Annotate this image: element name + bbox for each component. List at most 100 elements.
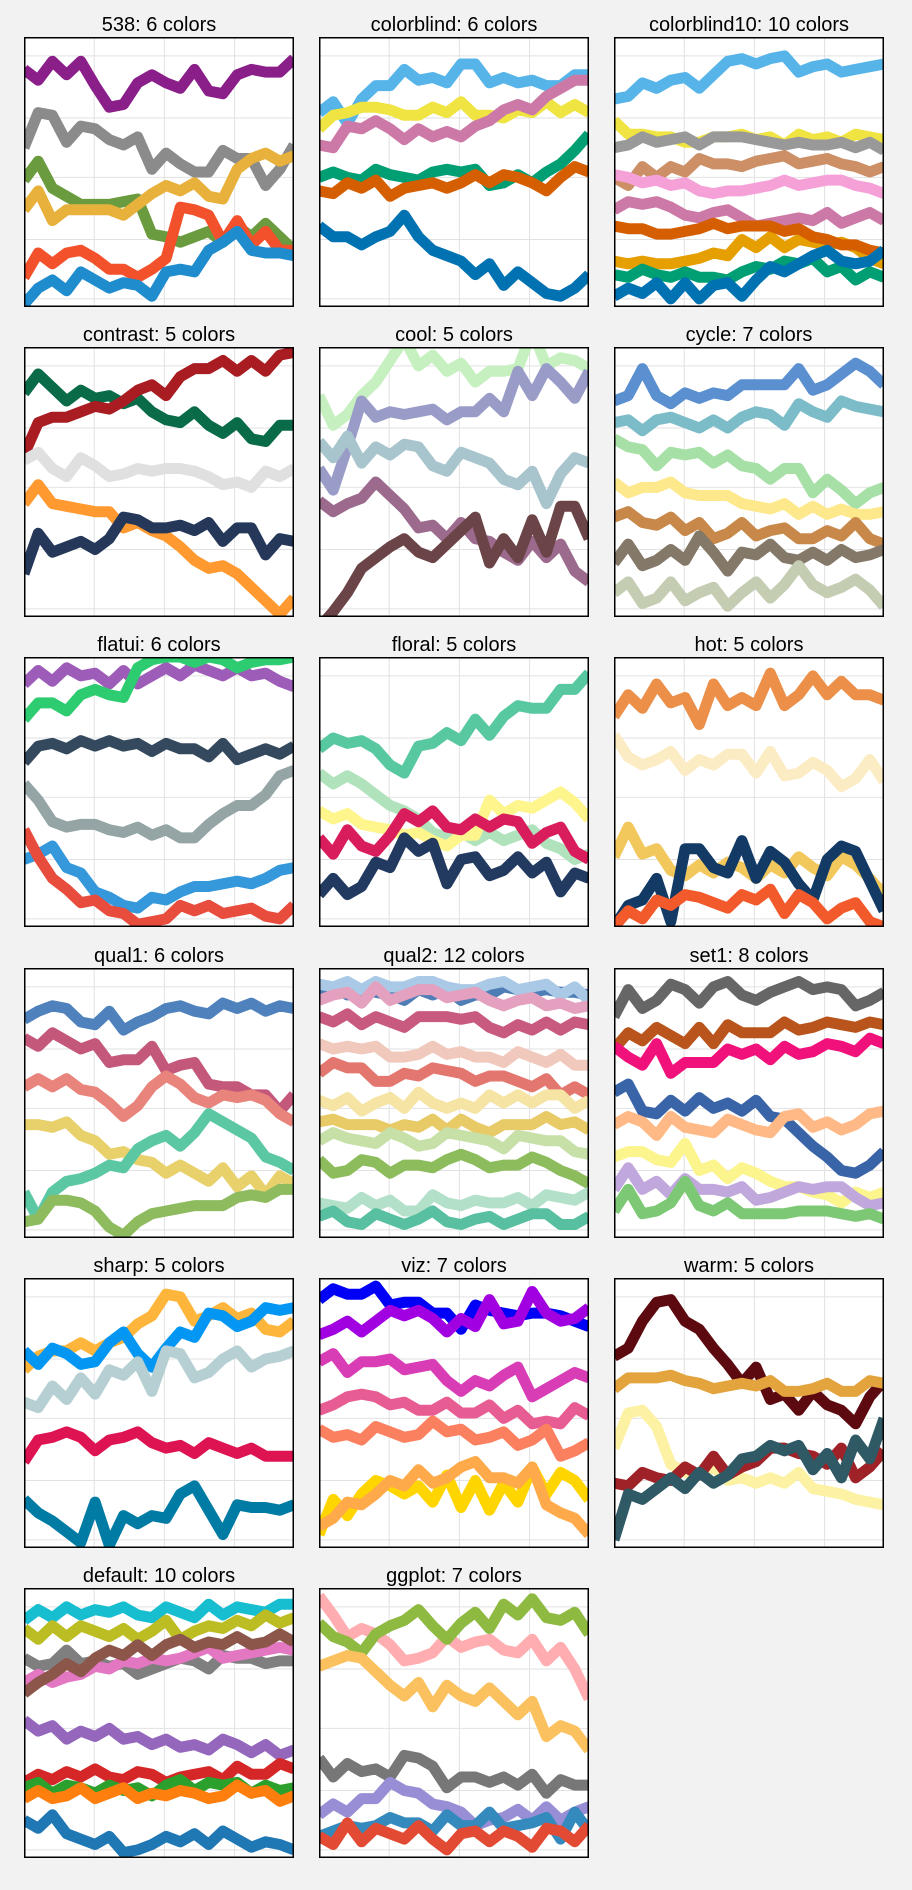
line-chart xyxy=(614,37,884,307)
series-line-2 xyxy=(319,976,589,1005)
series-group xyxy=(24,997,294,1238)
series-line-5 xyxy=(319,161,589,202)
plot-area xyxy=(319,1278,589,1548)
series-line-3 xyxy=(319,1348,589,1403)
series-group xyxy=(319,58,589,302)
series-line-1 xyxy=(319,669,589,779)
chart-panel: 538: 6 colors xyxy=(24,13,294,307)
series-line-6 xyxy=(24,1715,294,1761)
chart-panel: contrast: 5 colors xyxy=(24,323,294,617)
series-line-5 xyxy=(24,1108,294,1225)
series-line-2 xyxy=(319,363,589,496)
chart-panel: flatui: 6 colors xyxy=(24,633,294,927)
series-line-3 xyxy=(614,1032,884,1079)
series-line-4 xyxy=(319,805,589,865)
series-line-4 xyxy=(319,130,589,191)
chart-panel: warm: 5 colors xyxy=(614,1254,884,1548)
series-line-3 xyxy=(319,1650,589,1754)
series-line-4 xyxy=(614,1078,884,1179)
series-line-1 xyxy=(24,368,294,447)
series-line-2 xyxy=(614,1369,884,1397)
series-group xyxy=(319,1280,589,1539)
series-line-5 xyxy=(614,883,884,927)
series-line-1 xyxy=(319,58,589,129)
series-line-3 xyxy=(614,1404,884,1511)
line-chart xyxy=(24,968,294,1238)
series-line-3 xyxy=(24,446,294,493)
chart-title: hot: 5 colors xyxy=(694,634,804,656)
series-line-4 xyxy=(319,1008,589,1039)
series-line-1 xyxy=(24,54,294,113)
chart-panel: qual1: 6 colors xyxy=(24,944,294,1238)
plot-frame xyxy=(319,657,589,927)
series-group xyxy=(319,976,589,1230)
chart-title: 538: 6 colors xyxy=(101,14,217,36)
chart-panel: floral: 5 colors xyxy=(319,633,589,927)
chart-panel: sharp: 5 colors xyxy=(24,1254,294,1548)
plot-area xyxy=(24,968,294,1238)
series-group xyxy=(614,976,884,1225)
series-line-4 xyxy=(24,147,294,227)
series-line-5 xyxy=(614,1105,884,1141)
series-line-11 xyxy=(319,1187,589,1217)
series-group xyxy=(614,357,884,612)
plot-frame xyxy=(24,1278,294,1548)
chart-title: contrast: 5 colors xyxy=(82,324,236,346)
series-line-6 xyxy=(614,1138,884,1209)
series-line-1 xyxy=(319,1592,589,1702)
chart-panel: ggplot: 7 colors xyxy=(319,1564,589,1858)
series-group xyxy=(614,1294,884,1542)
chart-title: qual1: 6 colors xyxy=(93,945,225,967)
series-line-9 xyxy=(24,1779,294,1807)
chart-title: default: 10 colors xyxy=(82,1565,236,1587)
chart-title: floral: 5 colors xyxy=(391,634,517,656)
series-line-2 xyxy=(614,395,884,437)
chart-title: colorblind: 6 colors xyxy=(370,14,538,36)
series-line-9 xyxy=(614,217,884,259)
series-line-1 xyxy=(614,976,884,1020)
line-chart xyxy=(319,657,589,927)
plot-frame xyxy=(319,968,589,1238)
line-chart xyxy=(614,968,884,1238)
series-line-3 xyxy=(24,1345,294,1414)
series-line-6 xyxy=(319,1806,589,1845)
chart-title: cycle: 7 colors xyxy=(685,324,813,346)
plot-frame xyxy=(614,1278,884,1548)
line-chart xyxy=(614,347,884,617)
plot-area xyxy=(319,657,589,927)
series-line-10 xyxy=(24,1809,294,1858)
series-line-1 xyxy=(24,997,294,1036)
series-line-4 xyxy=(614,476,884,520)
chart-title: cool: 5 colors xyxy=(395,324,513,346)
series-line-2 xyxy=(24,1609,294,1645)
series-line-1 xyxy=(614,1294,884,1430)
series-line-4 xyxy=(24,765,294,844)
series-line-4 xyxy=(614,1442,884,1492)
series-group xyxy=(24,1288,294,1548)
series-line-5 xyxy=(614,506,884,550)
series-line-10 xyxy=(614,244,884,305)
series-group xyxy=(24,54,294,307)
series-line-5 xyxy=(24,1628,294,1698)
chart-title: viz: 7 colors xyxy=(401,1255,507,1277)
series-line-3 xyxy=(319,430,589,510)
plot-frame xyxy=(24,968,294,1238)
plot-area xyxy=(24,37,294,307)
plot-area xyxy=(24,657,294,927)
line-chart xyxy=(24,657,294,927)
plot-area xyxy=(319,347,589,617)
series-line-7 xyxy=(319,1086,589,1117)
plot-frame xyxy=(614,968,884,1238)
series-line-3 xyxy=(614,131,884,156)
line-chart xyxy=(319,968,589,1238)
series-line-5 xyxy=(24,840,294,914)
plot-frame xyxy=(24,1588,294,1858)
series-line-1 xyxy=(319,347,589,431)
chart-panel: viz: 7 colors xyxy=(319,1254,589,1548)
series-line-7 xyxy=(319,1456,589,1539)
plot-frame xyxy=(614,347,884,617)
chart-title: qual2: 12 colors xyxy=(383,945,525,967)
series-line-3 xyxy=(24,1070,294,1127)
chart-panel: colorblind10: 10 colors xyxy=(614,13,884,307)
series-line-1 xyxy=(24,659,294,692)
